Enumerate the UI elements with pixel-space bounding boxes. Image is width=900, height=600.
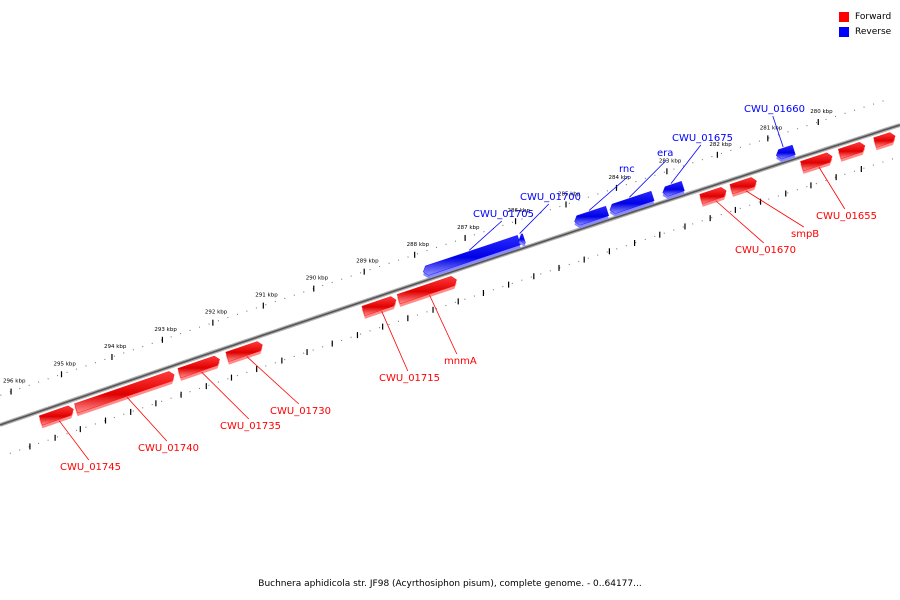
- tick-label: 292 kbp: [205, 310, 228, 316]
- gene-label-CWU_01735: CWU_01735: [220, 421, 281, 432]
- gene-CWU_01715[interactable]: [361, 296, 397, 316]
- gene-gene_b[interactable]: [873, 132, 896, 148]
- label-leader: [126, 396, 168, 442]
- gene-label-CWU_01655: CWU_01655: [816, 211, 877, 222]
- label-leader: [246, 356, 300, 405]
- label-leader: [715, 200, 765, 244]
- gene-era[interactable]: [609, 190, 655, 214]
- gene-CWU_01655[interactable]: [800, 152, 833, 172]
- label-leader: [519, 203, 550, 234]
- gene-smpB[interactable]: [729, 177, 757, 195]
- sequence-axis: [0, 97, 900, 454]
- gene-labels: CWU_01745 CWU_01740 CWU_01735 CWU_01730 CWU_…: [58, 104, 877, 473]
- tick-label: 281 kbp: [760, 125, 783, 131]
- tick-marks: 296 kbp 295 kbp 294 kbp 293 kbp 292 kbp 291 k…: [3, 109, 862, 450]
- label-leader: [818, 166, 846, 210]
- gene-label-CWU_01740: CWU_01740: [138, 443, 199, 454]
- gene-rnc[interactable]: [574, 205, 610, 226]
- tick-label: 283 kbp: [659, 158, 682, 164]
- gene-label-mnmA: mnmA: [444, 356, 477, 367]
- legend-forward-label: Forward: [855, 11, 892, 22]
- legend-forward[interactable]: Forward: [839, 9, 891, 24]
- gene-gene_a[interactable]: [837, 141, 866, 159]
- genome-caption: Buchnera aphidicola str. JF98 (Acyrthosi…: [258, 579, 642, 589]
- gene-label-era: era: [657, 148, 673, 159]
- gene-CWU_01740[interactable]: [74, 371, 175, 414]
- backbone-shadow: [0, 123, 900, 427]
- tick-label: 293 kbp: [154, 327, 177, 333]
- label-leader: [429, 294, 458, 355]
- gene-label-CWU_01660: CWU_01660: [744, 104, 805, 115]
- gene-label-CWU_01730: CWU_01730: [270, 406, 331, 417]
- legend-reverse[interactable]: Reverse: [839, 24, 891, 39]
- tick-label: 291 kbp: [255, 293, 278, 299]
- gene-CWU_01735[interactable]: [177, 355, 220, 379]
- gene-label-rnc: rnc: [619, 164, 635, 175]
- gene-label-CWU_01700: CWU_01700: [520, 192, 581, 203]
- label-leader: [588, 175, 629, 211]
- forward-swatch-icon: [839, 11, 849, 22]
- tick-label: 294 kbp: [104, 344, 127, 350]
- gene-label-CWU_01705: CWU_01705: [473, 209, 534, 220]
- label-leader: [201, 371, 250, 420]
- tick-label: 295 kbp: [54, 361, 77, 367]
- gene-label-CWU_01715: CWU_01715: [379, 373, 440, 384]
- backbone-line: [0, 124, 900, 426]
- label-leader: [670, 144, 702, 184]
- label-leader: [745, 190, 805, 228]
- label-leader: [58, 420, 90, 461]
- reverse-swatch-icon: [839, 26, 849, 37]
- tick-label: 296 kbp: [3, 379, 26, 385]
- gene-CWU_01670[interactable]: [699, 187, 727, 205]
- gene-CWU_01660[interactable]: [775, 144, 796, 160]
- label-leader: [381, 310, 409, 372]
- label-leader: [772, 115, 784, 148]
- tick-label: 286 kbp: [508, 208, 531, 214]
- tick-label: 280 kbp: [810, 109, 833, 115]
- gene-CWU_01745[interactable]: [38, 405, 74, 426]
- tick-label: 284 kbp: [608, 175, 631, 181]
- gene-track: [38, 132, 896, 429]
- tick-label: 285 kbp: [558, 192, 581, 198]
- tick-label: 282 kbp: [709, 142, 732, 148]
- gene-label-smpB: smpB: [791, 229, 819, 240]
- tick-label: 287 kbp: [457, 225, 480, 231]
- gene-CWU_01675[interactable]: [662, 181, 685, 197]
- gene-CWU_01700[interactable]: [518, 233, 526, 244]
- tick-label: 288 kbp: [407, 242, 430, 248]
- lower-dotted-rail: [9, 155, 900, 454]
- gene-mnmA[interactable]: [396, 276, 457, 305]
- gene-label-CWU_01675: CWU_01675: [672, 133, 733, 144]
- tick-label: 289 kbp: [356, 259, 379, 265]
- label-leader: [468, 220, 503, 251]
- gene-label-CWU_01670: CWU_01670: [735, 245, 796, 256]
- tick-label: 290 kbp: [306, 276, 329, 282]
- legend-reverse-label: Reverse: [855, 26, 892, 37]
- gene-label-CWU_01745: CWU_01745: [60, 462, 121, 473]
- legend: Forward Reverse: [839, 9, 891, 39]
- label-leader: [629, 159, 667, 198]
- gene-CWU_01730[interactable]: [225, 341, 263, 362]
